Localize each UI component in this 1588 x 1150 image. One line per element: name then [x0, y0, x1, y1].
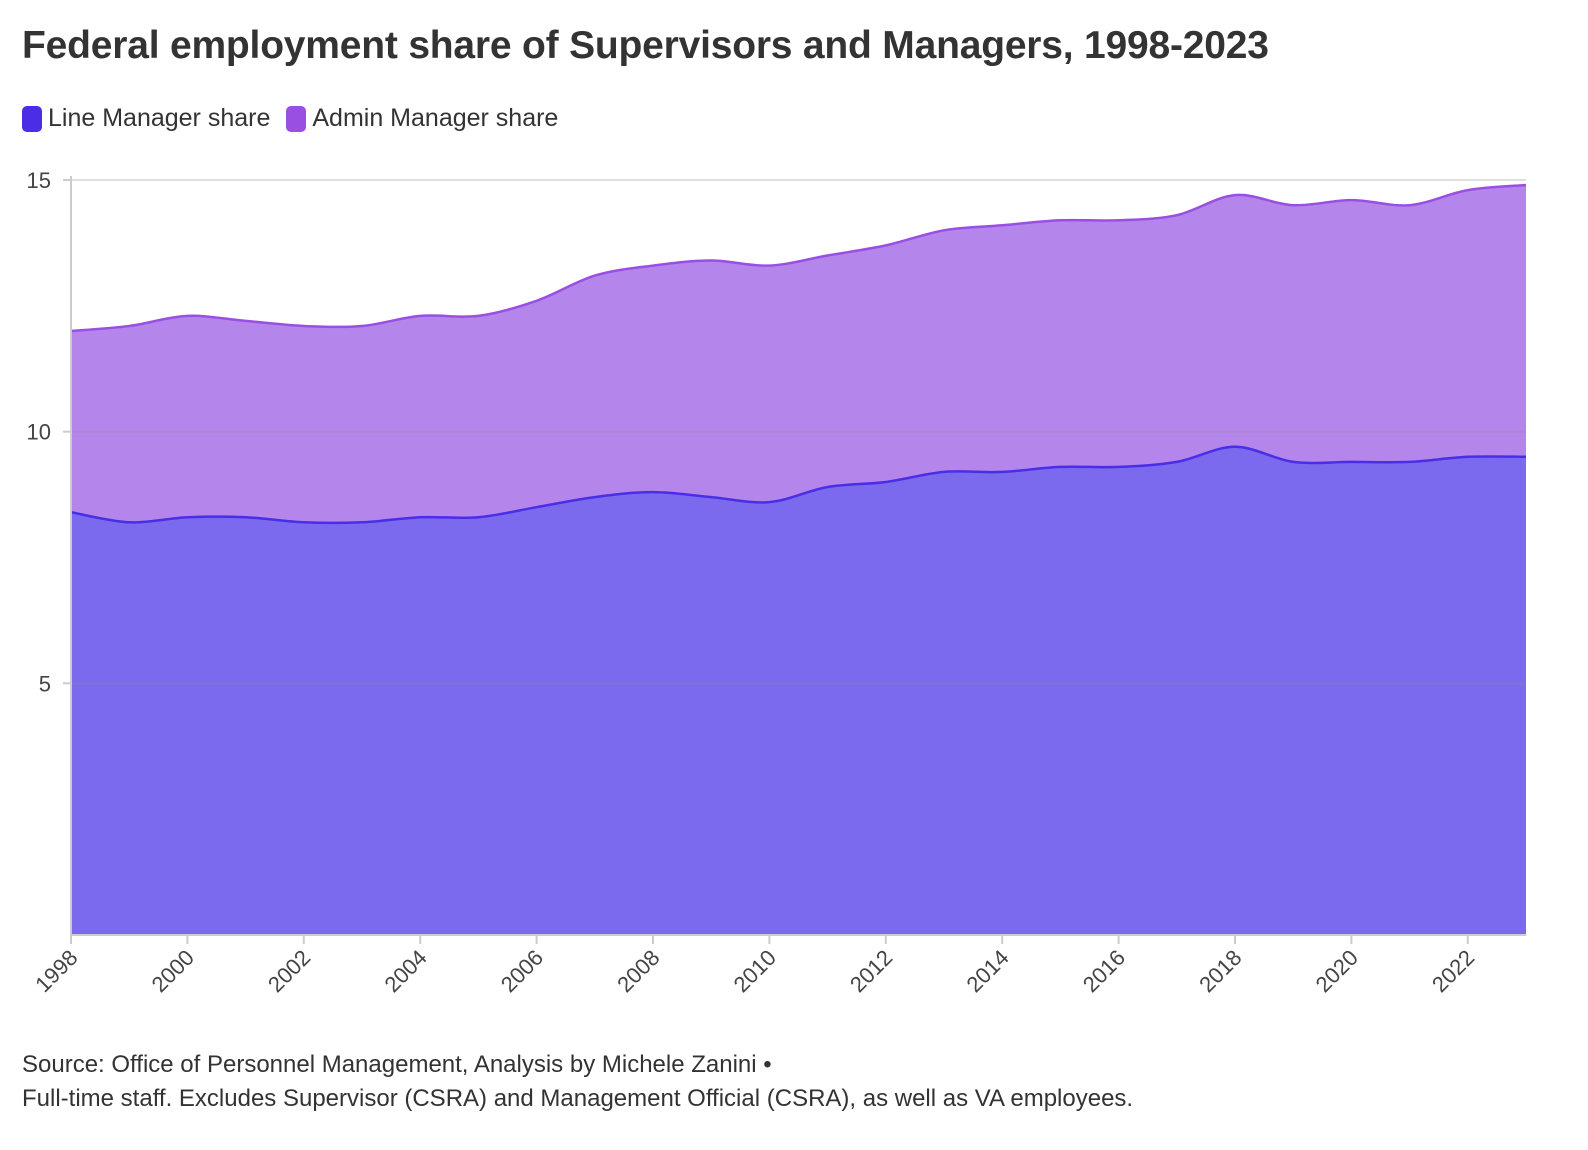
legend-item-line-manager[interactable]: Line Manager share: [22, 104, 270, 133]
x-tick-label-2002: 2002: [263, 945, 315, 997]
y-tick-label-15: 15: [27, 168, 51, 193]
line-admin-manager-share: [70, 183, 1527, 333]
x-tick-label-2004: 2004: [379, 945, 431, 997]
legend-swatch-admin-manager: [286, 105, 307, 132]
area-admin-manager-share: [71, 185, 1526, 523]
legend-swatch-line-manager: [22, 105, 42, 132]
source-note: Source: Office of Personnel Management, …: [22, 1051, 772, 1078]
chart-footer: Source: Office of Personnel Management, …: [22, 1048, 1133, 1116]
x-tick-label-2006: 2006: [496, 945, 548, 997]
x-tick-label-2014: 2014: [961, 945, 1013, 997]
x-tick-label-2022: 2022: [1427, 945, 1479, 997]
line-line-manager-share: [70, 445, 1527, 525]
methodology-note: Full-time staff. Excludes Supervisor (CS…: [22, 1085, 1134, 1112]
legend-label-admin-manager: Admin Manager share: [312, 104, 559, 132]
x-tick-label-2000: 2000: [147, 945, 199, 997]
legend-label-line-manager: Line Manager share: [48, 104, 271, 132]
x-tick-label-1998: 1998: [30, 945, 82, 997]
x-tick-label-2008: 2008: [612, 945, 664, 997]
x-tick-label-2010: 2010: [729, 945, 781, 997]
x-tick-label-2016: 2016: [1078, 945, 1130, 997]
chart-legend: Line Manager share Admin Manager share: [22, 104, 558, 133]
legend-item-admin-manager[interactable]: Admin Manager share: [286, 104, 558, 133]
area-line-manager-share: [71, 446, 1526, 935]
x-tick-label-2018: 2018: [1194, 945, 1246, 997]
y-tick-label-10: 10: [27, 420, 51, 445]
x-tick-label-2020: 2020: [1311, 945, 1363, 997]
chart-title: Federal employment share of Supervisors …: [22, 24, 1269, 67]
y-tick-label-5: 5: [39, 671, 51, 696]
area-chart: 5 10 15 1998 2000 2002 2004 2006 2008 2010 2012 201…: [27, 168, 1527, 997]
x-tick-label-2012: 2012: [845, 945, 897, 997]
